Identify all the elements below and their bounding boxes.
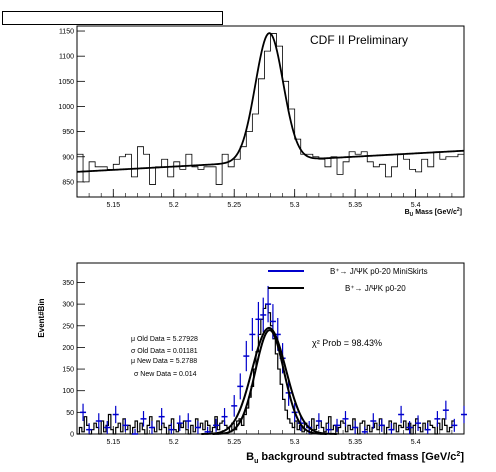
top-y-axis: 850 900 950 1000 1050 1100 1150 — [58, 29, 85, 186]
bottom-x-tick-label: 5.15 — [106, 439, 120, 446]
top-title: CDF II Preliminary — [310, 33, 408, 47]
top-fit-curve — [76, 32, 465, 173]
bottom-y-tick-label: 250 — [62, 323, 74, 330]
bottom-x-tick-label: 5.3 — [290, 439, 300, 446]
top-y-tick-label: 950 — [62, 129, 74, 136]
bottom-x-tick-label: 5.25 — [227, 439, 241, 446]
legend-label-black: B⁺→ J/ΨK p0-20 — [345, 284, 406, 293]
top-y-tick-label: 850 — [62, 179, 74, 186]
bottom-y-tick-label: 0 — [70, 432, 74, 439]
top-x-axis-label: BU Mass [GeV/c2] — [405, 207, 462, 218]
bottom-y-axis-label: Event#Bin — [37, 298, 46, 337]
bottom-fit-old — [212, 329, 327, 435]
top-y-tick-label: 1050 — [58, 79, 74, 86]
top-x-tick-label: 5.35 — [348, 202, 362, 209]
top-plot-frame — [76, 25, 465, 198]
bottom-x-tick-label: 5.35 — [348, 439, 362, 446]
top-y-tick-label: 1000 — [58, 104, 74, 111]
bottom-y-tick-label: 150 — [62, 367, 74, 374]
top-x-tick-label: 5.15 — [106, 202, 120, 209]
bottom-x-axis-label: Bu background subtracted fmass [GeV/c2] — [246, 451, 464, 465]
top-x-tick-label: 5.25 — [227, 202, 241, 209]
chi2-prob: χ² Prob = 98.43% — [312, 338, 382, 348]
top-y-tick-label: 1100 — [59, 54, 74, 61]
top-x-tick-label: 5.4 — [411, 202, 421, 209]
legend-label-blue: B⁺→ J/ΨK p0-20 MiniSkirts — [330, 267, 428, 276]
bottom-panel: 0 50 100 150 200 250 300 350 5.15 5.2 5.25 5.3 5.35… — [37, 262, 467, 465]
stat-new-sigma: σ New Data = 0.014 — [134, 371, 197, 378]
top-panel: 850 900 950 1000 1050 1100 1150 5.15 5.2 5.25 5.3… — [58, 25, 465, 218]
bottom-x-tick-label: 5.4 — [411, 439, 421, 446]
stat-old-mean: μ Old Data = 5.27928 — [131, 336, 198, 343]
top-x-tick-label: 5.3 — [290, 202, 300, 209]
top-x-axis: 5.15 5.2 5.25 5.3 5.35 5.4 — [76, 189, 465, 209]
bottom-y-tick-label: 100 — [62, 388, 74, 395]
top-y-tick-label: 1150 — [59, 29, 74, 36]
top-histogram — [77, 33, 464, 185]
bottom-y-axis: 0 50 100 150 200 250 300 350 — [62, 280, 85, 439]
header-box — [2, 11, 223, 25]
bottom-y-tick-label: 300 — [62, 302, 74, 309]
bottom-y-tick-label: 200 — [62, 345, 74, 352]
bottom-histogram-black — [77, 303, 455, 435]
top-x-tick-label: 5.2 — [169, 202, 179, 209]
top-y-tick-label: 900 — [62, 154, 74, 161]
stat-old-sigma: σ Old Data = 0.01181 — [131, 348, 198, 355]
bottom-y-tick-label: 50 — [66, 410, 74, 417]
bottom-fit-new — [201, 326, 337, 435]
bottom-y-tick-label: 350 — [62, 280, 74, 287]
bottom-x-tick-label: 5.2 — [169, 439, 179, 446]
stat-new-mean: μ New Data = 5.2788 — [131, 358, 197, 365]
